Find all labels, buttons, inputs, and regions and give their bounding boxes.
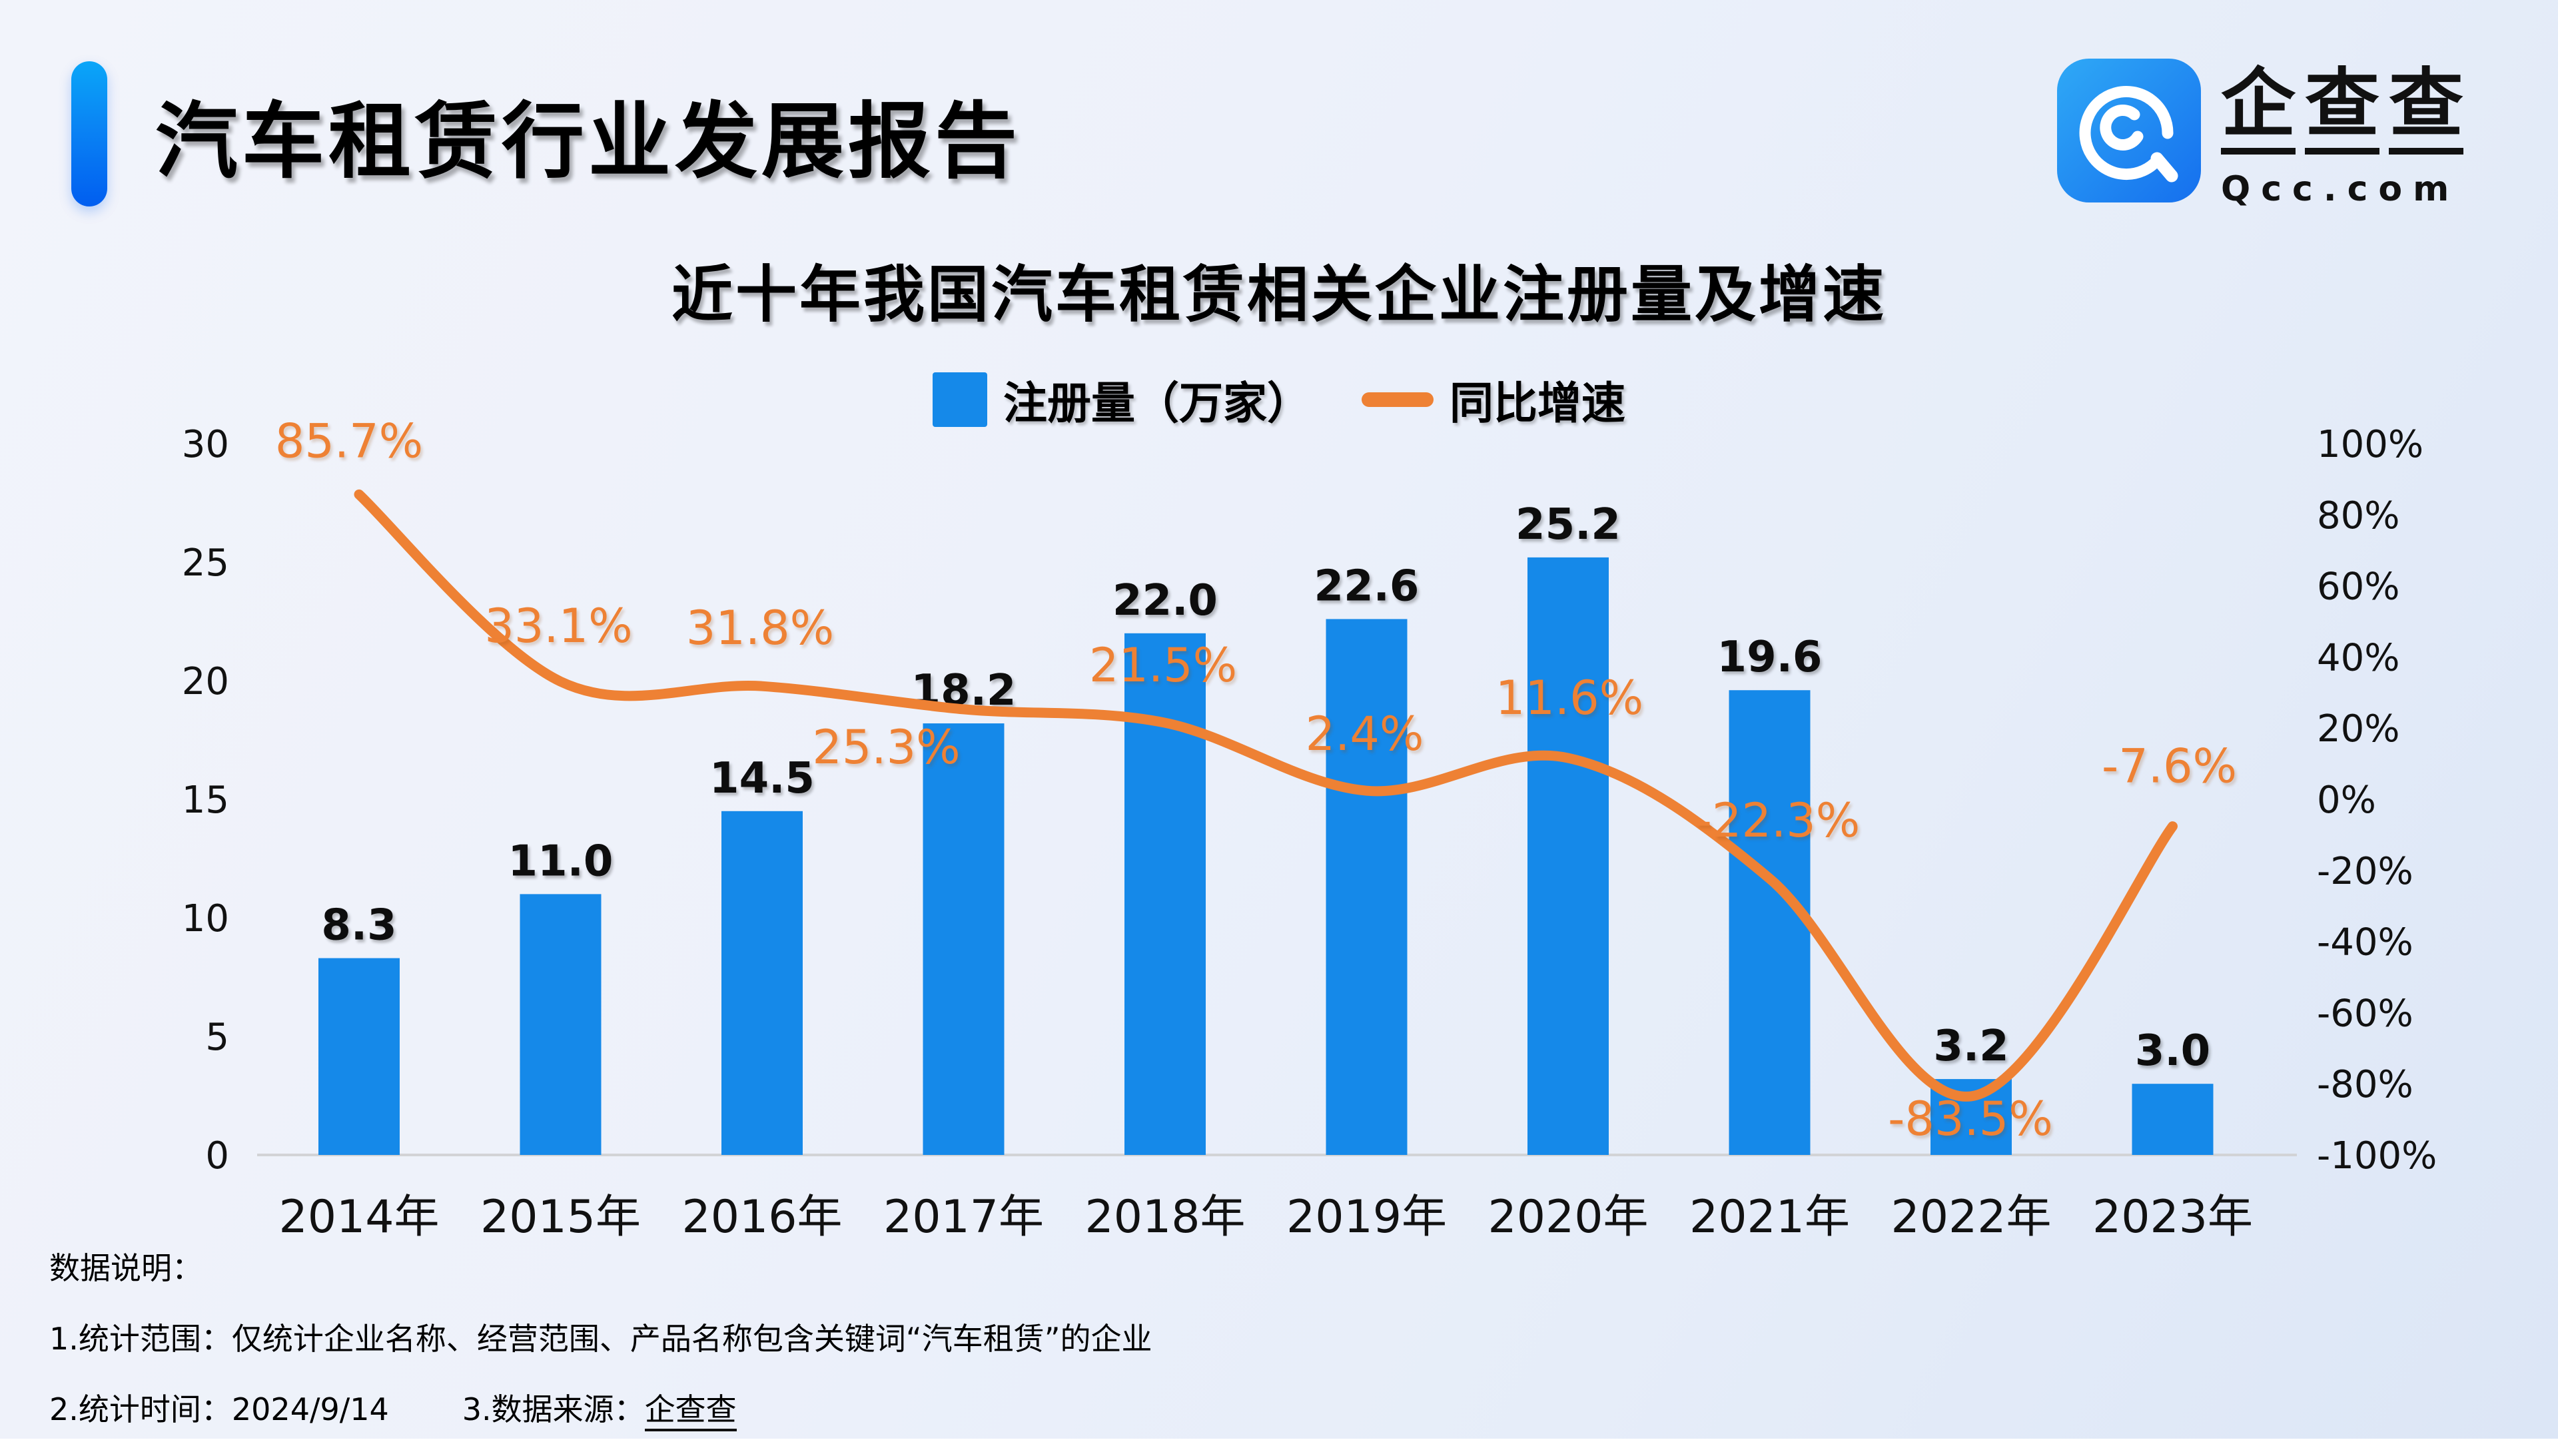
growth-value-label: 85.7% [275, 414, 423, 468]
growth-line [354, 489, 2178, 1102]
qcc-logo-icon [2057, 59, 2201, 202]
right-axis-tick: 40% [2317, 636, 2399, 679]
left-axis-tick: 25 [182, 542, 229, 585]
x-axis-label: 2019年 [1286, 1191, 1447, 1244]
accent-bar [71, 61, 107, 206]
x-axis-label: 2016年 [681, 1191, 842, 1244]
legend-bar-label: 注册量（万家） [1003, 378, 1311, 429]
x-axis-label: 2021年 [1689, 1191, 1850, 1244]
x-axis-label: 2020年 [1488, 1191, 1648, 1244]
right-axis-tick: -40% [2317, 921, 2413, 964]
growth-value-label: -22.3% [1695, 793, 1861, 848]
bar-value-label: 11.0 [508, 837, 614, 886]
legend-line-label: 同比增速 [1450, 378, 1625, 429]
right-axis-tick: 80% [2317, 494, 2399, 538]
left-axis-tick: 0 [205, 1134, 229, 1178]
bar-2014年 [318, 958, 400, 1155]
x-axis-label: 2022年 [1891, 1191, 2051, 1244]
growth-value-label: 31.8% [686, 601, 834, 655]
x-axis-label: 2018年 [1084, 1191, 1245, 1244]
growth-value-label: 21.5% [1089, 638, 1237, 693]
qcc-logo-char: 查 [2389, 67, 2463, 155]
left-axis-tick: 30 [182, 423, 229, 466]
qcc-logo-domain: Qcc.com [2221, 169, 2460, 209]
bar-value-label: 25.2 [1515, 500, 1621, 549]
growth-value-label: 25.3% [812, 720, 960, 775]
right-axis-tick: -20% [2317, 850, 2413, 893]
bar-2023年 [2132, 1084, 2214, 1155]
qcc-logo: 企 查 查 Qcc.com [2057, 59, 2473, 209]
bar-2015年 [520, 894, 602, 1155]
x-axis-label: 2015年 [480, 1191, 641, 1244]
right-axis-tick: 20% [2317, 707, 2399, 751]
header: 汽车租赁行业发展报告 [71, 61, 1021, 206]
growth-value-label: 33.1% [484, 599, 632, 653]
footer-note-3: 3.数据来源：企查查 [462, 1385, 737, 1431]
x-axis-label: 2014年 [278, 1191, 439, 1244]
right-axis-tick: -60% [2317, 992, 2413, 1035]
bar-2019年 [1326, 619, 1408, 1155]
footer-notes: 数据说明： 1.统计范围：仅统计企业名称、经营范围、产品名称包含关键词“汽车租赁… [49, 1244, 1152, 1456]
bar-value-label: 22.6 [1314, 561, 1420, 611]
growth-value-label: -7.6% [2102, 739, 2237, 794]
x-axis-label: 2017年 [883, 1191, 1044, 1244]
chart-legend: 注册量（万家） 同比增速 [0, 368, 2558, 432]
qcc-logo-char: 企 [2221, 67, 2296, 155]
legend-line-swatch [1362, 392, 1434, 407]
page-title: 汽车租赁行业发展报告 [155, 94, 1022, 190]
bar-2017年 [923, 723, 1005, 1155]
footer-note-2: 2.统计时间：2024/9/14 [49, 1391, 389, 1427]
legend-bar-swatch [933, 372, 987, 427]
bar-2020年 [1527, 557, 1609, 1155]
bar-2016年 [721, 811, 803, 1155]
growth-value-label: -83.5% [1888, 1092, 2053, 1146]
right-axis-tick: 100% [2317, 423, 2423, 466]
bar-value-label: 22.0 [1112, 576, 1218, 625]
right-axis-tick: -100% [2317, 1134, 2437, 1178]
bar-value-label: 19.6 [1717, 633, 1823, 682]
bar-value-label: 3.2 [1933, 1022, 2008, 1071]
footer-note-1: 1.统计范围：仅统计企业名称、经营范围、产品名称包含关键词“汽车租赁”的企业 [49, 1321, 1152, 1357]
left-axis-tick: 20 [182, 660, 229, 703]
qcc-logo-text: 企 查 查 Qcc.com [2221, 59, 2473, 209]
bar-value-label: 14.5 [709, 754, 815, 803]
left-axis-tick: 5 [205, 1016, 229, 1059]
qcc-logo-char: 查 [2305, 67, 2379, 155]
growth-value-label: 11.6% [1495, 671, 1643, 725]
growth-value-label: 2.4% [1306, 707, 1424, 761]
right-axis-tick: 0% [2317, 779, 2376, 822]
bar-value-label: 3.0 [2135, 1026, 2210, 1076]
footer-label: 数据说明： [49, 1250, 203, 1286]
chart-title: 近十年我国汽车租赁相关企业注册量及增速 [671, 259, 1887, 330]
left-axis-tick: 15 [182, 779, 229, 822]
bar-2018年 [1124, 633, 1206, 1155]
right-axis-tick: -80% [2317, 1063, 2413, 1106]
right-axis-tick: 60% [2317, 565, 2399, 609]
qcc-logo-name: 企 查 查 [2221, 67, 2473, 155]
footer-note-row: 2.统计时间：2024/9/14 3.数据来源：企查查 [49, 1385, 1152, 1431]
bar-2021年 [1729, 690, 1811, 1155]
left-axis-tick: 10 [182, 897, 229, 940]
x-axis-label: 2023年 [2092, 1191, 2253, 1244]
bar-value-label: 8.3 [321, 901, 396, 950]
footer-brand-link: 企查查 [644, 1391, 737, 1431]
